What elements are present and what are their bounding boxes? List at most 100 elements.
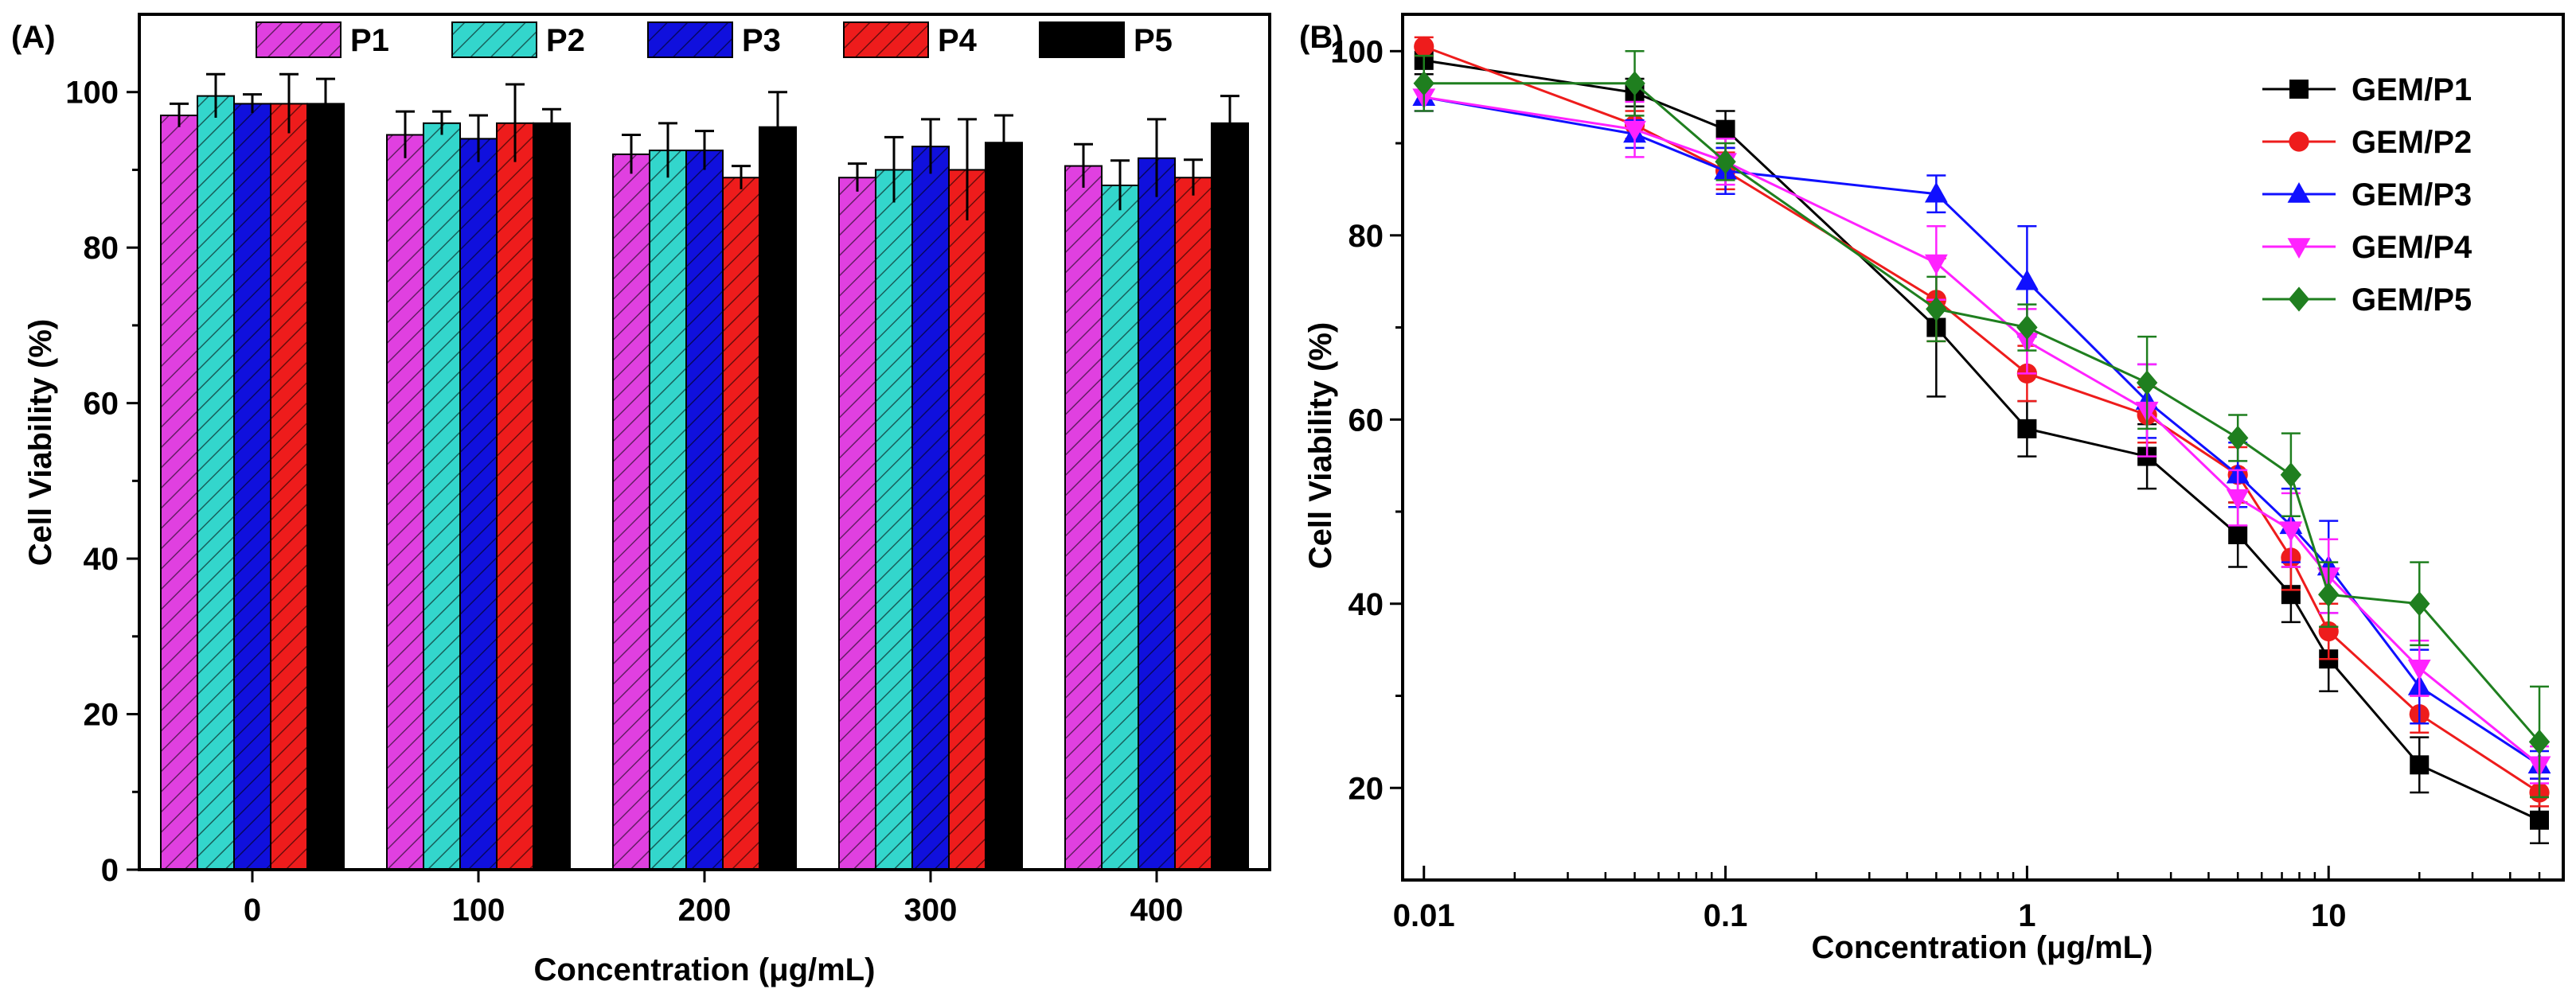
legend-marker-gem-p4 bbox=[2287, 238, 2311, 259]
legend-marker-gem-p5 bbox=[2288, 286, 2310, 312]
bar-hatch-p1-100 bbox=[387, 134, 423, 870]
bar-hatch-p3-0 bbox=[234, 103, 271, 870]
point-gem-p5-9 bbox=[2409, 591, 2430, 617]
x-tick-label-300: 300 bbox=[904, 893, 958, 928]
point-gem-p2-0 bbox=[1414, 36, 1434, 57]
point-gem-p4-7 bbox=[2279, 521, 2303, 543]
point-gem-p5-10 bbox=[2528, 729, 2551, 754]
point-gem-p4-6 bbox=[2226, 489, 2250, 510]
panel-b-x-axis-label: Concentration (μg/mL) bbox=[1812, 930, 2153, 965]
legend-label-gem-p3: GEM/P3 bbox=[2352, 177, 2472, 212]
bar-hatch-p4-400 bbox=[1175, 177, 1212, 870]
series-gem-p5 bbox=[1413, 50, 2551, 799]
panel-a-label: (A) bbox=[11, 20, 56, 55]
legend-label-p3: P3 bbox=[742, 23, 781, 58]
legend-hatch-p3 bbox=[648, 22, 732, 57]
legend-hatch-p1 bbox=[256, 22, 341, 57]
legend-marker-gem-p3 bbox=[2287, 182, 2311, 203]
bar-hatch-p3-400 bbox=[1138, 158, 1175, 870]
bar-p5-300 bbox=[985, 142, 1023, 870]
panel-a-legend: P1 P2 P3 P4 P5 bbox=[256, 21, 1173, 58]
legend-hatch-p4 bbox=[844, 22, 928, 57]
point-gem-p5-8 bbox=[2318, 582, 2340, 607]
panel-a-x-axis: 0 100 200 300 400 bbox=[244, 870, 1184, 928]
legend-marker-gem-p1 bbox=[2289, 80, 2309, 99]
legend-label-gem-p4: GEM/P4 bbox=[2352, 230, 2473, 265]
bar-hatch-p4-300 bbox=[949, 169, 986, 870]
point-gem-p1-10 bbox=[2530, 810, 2550, 830]
bar-hatch-p2-200 bbox=[650, 150, 686, 870]
x-tick-label-0: 0 bbox=[244, 893, 261, 928]
bar-hatch-p2-0 bbox=[197, 95, 234, 870]
point-gem-p5-4 bbox=[2016, 314, 2038, 341]
point-gem-p5-5 bbox=[2136, 370, 2158, 395]
panel-b-label: (B) bbox=[1299, 20, 1344, 55]
legend-label-p2: P2 bbox=[546, 23, 585, 58]
legend-label-gem-p1: GEM/P1 bbox=[2352, 72, 2472, 107]
legend-label-p1: P1 bbox=[350, 23, 389, 58]
y-tick-label-20: 20 bbox=[84, 698, 119, 733]
point-gem-p1-9 bbox=[2410, 755, 2430, 775]
bar-hatch-p3-100 bbox=[460, 138, 497, 870]
panel-b-plot-frame bbox=[1401, 13, 2565, 882]
y-tick-label-100: 100 bbox=[1330, 34, 1384, 69]
x-tick-label-0.01: 0.01 bbox=[1393, 898, 1455, 933]
legend-label-gem-p2: GEM/P2 bbox=[2352, 125, 2472, 160]
bar-hatch-p2-400 bbox=[1102, 185, 1138, 870]
bar-hatch-p4-200 bbox=[723, 177, 759, 870]
x-tick-label-0.1: 0.1 bbox=[1704, 898, 1748, 933]
bar-hatch-p3-300 bbox=[912, 146, 949, 870]
bar-hatch-p1-200 bbox=[613, 154, 650, 870]
y-tick-label-0: 0 bbox=[101, 853, 119, 888]
point-gem-p5-0 bbox=[1413, 71, 1434, 96]
legend-label-p5: P5 bbox=[1134, 23, 1173, 58]
point-gem-p4-9 bbox=[2407, 659, 2431, 680]
panel-a-x-axis-label: Concentration (μg/mL) bbox=[534, 952, 876, 987]
bar-p5-0 bbox=[306, 103, 345, 871]
bar-hatch-p1-400 bbox=[1065, 166, 1102, 870]
panel-a-error-bars bbox=[170, 72, 1239, 220]
panel-b-legend: GEM/P1 GEM/P2 GEM/P3 GEM/P4 GEM/P5 bbox=[2262, 72, 2473, 317]
point-gem-p3-3 bbox=[1924, 181, 1948, 203]
panel-b-series bbox=[1412, 36, 2551, 844]
y-tick-label-80: 80 bbox=[84, 231, 119, 266]
x-tick-label-1: 1 bbox=[2018, 898, 2035, 933]
line-gem-p1 bbox=[1423, 59, 2540, 822]
point-gem-p1-4 bbox=[2017, 419, 2037, 438]
panel-a-y-axis: 0 20 40 60 80 100 bbox=[65, 76, 139, 888]
point-gem-p1-2 bbox=[1715, 119, 1735, 139]
bar-hatch-p2-100 bbox=[423, 123, 460, 870]
y-tick-label-60: 60 bbox=[1348, 403, 1384, 438]
point-gem-p5-7 bbox=[2280, 462, 2302, 488]
y-tick-label-40: 40 bbox=[1348, 587, 1384, 622]
legend-hatch-p2 bbox=[452, 22, 537, 57]
x-tick-label-400: 400 bbox=[1130, 893, 1184, 928]
legend-marker-gem-p2 bbox=[2289, 131, 2309, 152]
bar-hatch-p3-200 bbox=[686, 150, 723, 870]
bar-hatch-p2-300 bbox=[876, 169, 912, 870]
bar-p5-200 bbox=[759, 126, 797, 871]
point-gem-p5-1 bbox=[1624, 71, 1645, 96]
legend-label-gem-p5: GEM/P5 bbox=[2352, 282, 2472, 317]
bar-hatch-p4-100 bbox=[497, 123, 533, 870]
y-tick-label-40: 40 bbox=[84, 542, 119, 577]
point-gem-p5-3 bbox=[1926, 296, 1947, 321]
point-gem-p4-3 bbox=[1924, 254, 1948, 275]
y-tick-label-100: 100 bbox=[65, 76, 119, 111]
bar-hatch-p1-300 bbox=[839, 177, 876, 870]
legend-label-p4: P4 bbox=[938, 23, 978, 58]
y-tick-label-60: 60 bbox=[84, 387, 119, 422]
panel-a-y-axis-label: Cell Viability (%) bbox=[23, 319, 58, 566]
panel-b-y-axis: 20 40 60 80 100 bbox=[1330, 34, 1403, 806]
bar-p5-100 bbox=[533, 122, 571, 870]
panel-b-x-axis: 0.01 0.1 1 10 bbox=[1393, 866, 2565, 933]
y-tick-label-80: 80 bbox=[1348, 219, 1384, 254]
y-tick-label-20: 20 bbox=[1348, 771, 1384, 806]
series-gem-p1 bbox=[1414, 45, 2550, 844]
bar-hatch-p4-0 bbox=[271, 103, 307, 870]
panel-b-y-axis-label: Cell Viability (%) bbox=[1303, 322, 1338, 569]
point-gem-p5-6 bbox=[2227, 425, 2249, 451]
